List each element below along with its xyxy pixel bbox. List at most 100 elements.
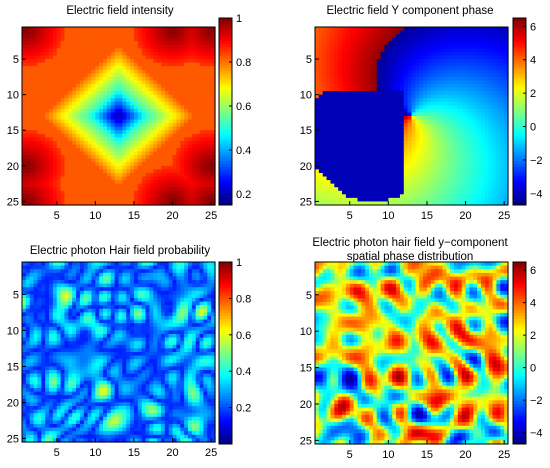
heatmap-cell [426,130,432,135]
heatmap-cell [118,180,123,185]
heatmap-cell [488,44,494,49]
heatmap-cell [318,91,324,96]
heatmap-cell [49,59,54,64]
heatmap-cell [41,130,46,135]
heatmap-cell [130,30,135,35]
heatmap-cell [430,98,436,103]
heatmap-cell [342,194,347,199]
heatmap-cell [141,27,147,32]
heatmap-cell [500,130,505,135]
heatmap-cell [488,55,494,60]
heatmap-cell [122,44,127,49]
heatmap-cell [83,116,89,121]
heatmap-cell [446,76,451,81]
heatmap-cell [380,140,386,146]
heatmap-cell [384,187,389,192]
heatmap-cell [49,180,54,185]
heatmap-cell [133,180,139,185]
heatmap-cell [407,66,413,71]
heatmap-cell [423,44,428,49]
heatmap-cell [68,155,73,160]
heatmap-cell [126,112,131,117]
heatmap-cell [72,133,77,138]
heatmap-cell [504,83,509,89]
heatmap-cell [187,137,193,142]
heatmap-cell [130,62,135,67]
heatmap-cell [349,116,355,121]
heatmap-cell [180,172,185,178]
heatmap-cell [450,187,455,192]
heatmap-cell [126,48,131,53]
heatmap-cell [407,158,413,163]
heatmap-cell [496,34,501,39]
heatmap-cell [315,59,320,64]
heatmap-cell [199,62,205,67]
heatmap-cell [184,62,189,67]
heatmap-cell [369,137,374,142]
heatmap-cell [153,37,158,42]
heatmap-cell [419,176,424,181]
heatmap-cell [492,187,498,192]
heatmap-cell [396,180,401,185]
heatmap-cell [434,158,440,163]
heatmap-cell [342,151,347,156]
heatmap-cell [172,116,177,121]
heatmap-cell [342,165,347,170]
heatmap-cell [376,48,382,53]
heatmap-cell [500,183,505,188]
heatmap-cell [130,101,135,106]
heatmap-cell [426,105,432,110]
heatmap-cell [199,116,205,121]
heatmap-cell [149,37,154,42]
heatmap-cell [369,76,374,81]
heatmap-cell [110,190,116,195]
heatmap-cell [446,148,451,153]
heatmap-cell [25,201,31,206]
heatmap-cell [384,126,389,131]
heatmap-cell [25,162,31,167]
heatmap-cell [153,30,158,35]
heatmap-cell [118,41,123,46]
heatmap-cell [396,190,401,195]
colorbar-segment [219,146,232,150]
heatmap-cell [426,137,432,142]
heatmap-cell [461,165,467,170]
heatmap-cell [106,133,112,138]
heatmap-cell [45,94,50,99]
heatmap-cell [56,140,62,146]
heatmap-cell [442,130,447,135]
heatmap-cell [199,59,205,64]
heatmap-cell [76,183,81,188]
heatmap-cell [411,194,416,199]
heatmap-cell [430,130,436,135]
heatmap-cell [438,55,443,60]
heatmap-cell [434,130,440,135]
heatmap-cell [457,76,463,81]
heatmap-cell [419,37,424,42]
heatmap-cell [349,30,355,35]
heatmap-cell [465,55,470,60]
heatmap-cell [330,190,335,195]
heatmap-cell [172,172,177,178]
heatmap-cell [322,69,328,74]
heatmap-cell [203,116,208,121]
heatmap-cell [396,105,401,110]
heatmap-cell [457,51,463,57]
heatmap-cell [153,172,158,178]
heatmap-cell [477,148,482,153]
heatmap-cell [361,98,366,103]
heatmap-cell [41,66,46,71]
heatmap-cell [334,91,339,96]
heatmap-cell [396,69,401,74]
heatmap-cell [29,62,35,67]
heatmap-cell [334,34,339,39]
heatmap-cell [407,37,413,42]
heatmap-cell [488,94,494,99]
heatmap-cell [369,37,374,42]
heatmap-cell [442,30,447,35]
heatmap-cell [103,91,108,96]
heatmap-cell [399,169,405,174]
heatmap-cell [326,62,332,67]
heatmap-cell [118,62,123,67]
heatmap-cell [33,123,39,128]
